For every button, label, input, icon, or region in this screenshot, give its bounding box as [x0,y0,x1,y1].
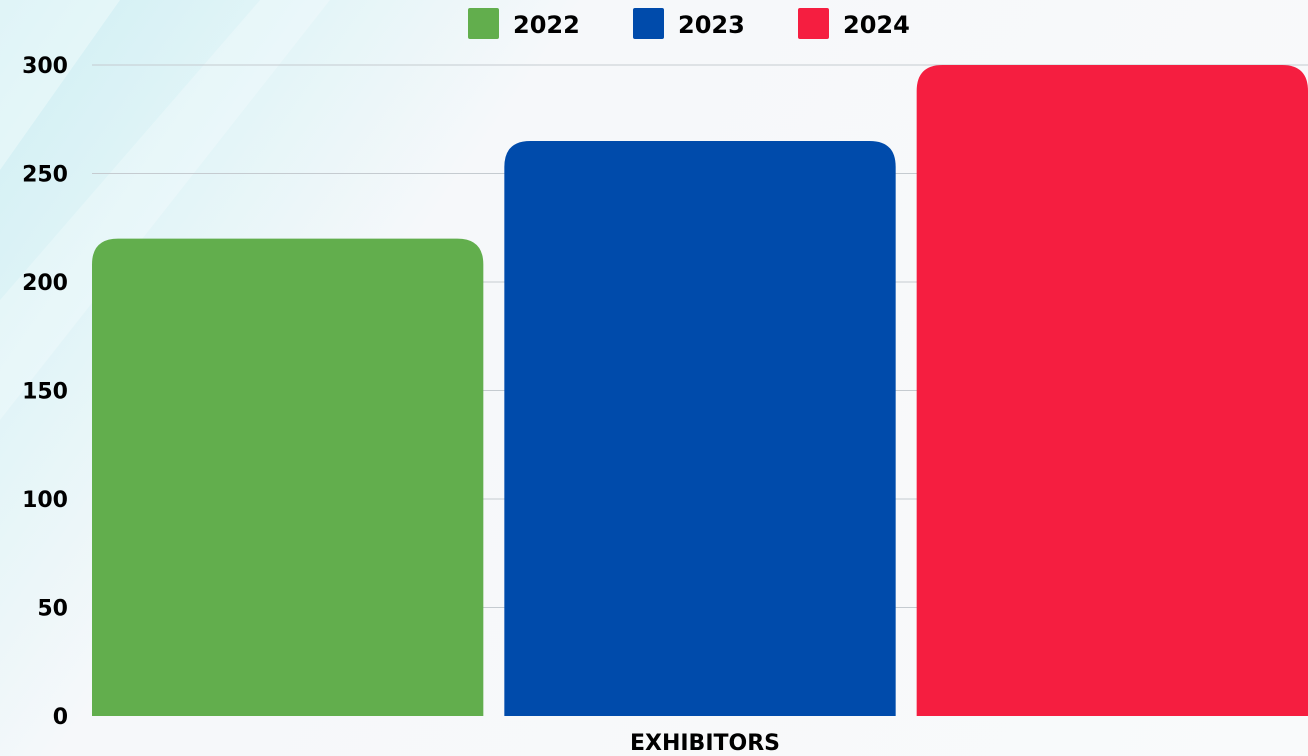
legend-swatch-2022 [468,8,499,39]
x-category-label: EXHIBITORS [630,731,780,756]
legend-label-2024: 2024 [843,11,910,39]
bar-2024 [916,65,1308,716]
legend: 2022 2023 2024 [468,8,910,39]
bars [92,65,1308,716]
y-tick-label: 200 [22,271,68,296]
y-tick-label: 300 [22,54,68,79]
y-tick-label: 250 [22,163,68,188]
y-tick-label: 150 [22,380,68,405]
y-tick-label: 50 [37,597,68,622]
x-axis-category-labels: EXHIBITORS [630,731,780,756]
y-axis-tick-labels: 0 50 100 150 200 250 300 [22,54,68,730]
legend-swatch-2023 [633,8,664,39]
legend-swatch-2024 [798,8,829,39]
bar-2023 [504,140,896,716]
y-tick-label: 100 [22,488,68,513]
legend-label-2022: 2022 [513,11,580,39]
legend-label-2023: 2023 [678,11,745,39]
bar-2022 [92,238,484,716]
y-tick-label: 0 [53,705,68,730]
